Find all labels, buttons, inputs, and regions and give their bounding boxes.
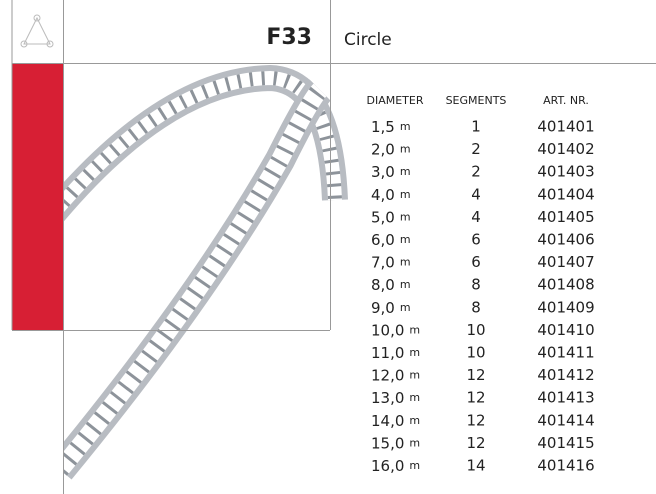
truss-image (64, 64, 348, 480)
segments: 12 (466, 434, 485, 452)
article-number: 401404 (537, 185, 594, 203)
unit: m (400, 278, 411, 291)
unit: m (409, 459, 420, 472)
segments: 12 (466, 389, 485, 407)
article-number: 401415 (537, 434, 594, 452)
unit: m (400, 165, 411, 178)
diameter-value: 15,0 (371, 434, 404, 452)
unit: m (409, 323, 420, 336)
diameter-value: 13,0 (371, 389, 404, 407)
unit: m (409, 436, 420, 449)
frame-lines (11, 0, 656, 494)
article-number: 401406 (537, 231, 594, 249)
red-bar (12, 64, 63, 330)
unit: m (409, 369, 420, 382)
diameter: 8,0 m (371, 276, 411, 294)
segments: 6 (471, 231, 481, 249)
diameter: 5,0 m (371, 208, 411, 226)
unit: m (400, 301, 411, 314)
segments: 8 (471, 276, 481, 294)
diameter-value: 2,0 (371, 140, 395, 158)
diameter: 14,0 m (371, 411, 420, 429)
article-number: 401410 (537, 321, 594, 339)
diameter: 2,0 m (371, 140, 411, 158)
diameter: 12,0 m (371, 366, 420, 384)
diameter: 4,0 m (371, 185, 411, 203)
diameter: 1,5 m (371, 118, 411, 136)
segments: 12 (466, 411, 485, 429)
product-name: Circle (344, 30, 392, 50)
unit: m (400, 233, 411, 246)
diameter-value: 7,0 (371, 253, 395, 271)
unit: m (400, 188, 411, 201)
unit: m (400, 256, 411, 269)
article-number: 401405 (537, 208, 594, 226)
segments: 10 (466, 321, 485, 339)
segments: 1 (471, 118, 481, 136)
diameter-value: 5,0 (371, 208, 395, 226)
diameter-value: 12,0 (371, 366, 404, 384)
diameter-value: 9,0 (371, 298, 395, 316)
unit: m (400, 143, 411, 156)
article-number: 401402 (537, 140, 594, 158)
unit: m (409, 346, 420, 359)
truss-icon (20, 14, 54, 48)
diameter-value: 4,0 (371, 185, 395, 203)
diameter: 3,0 m (371, 163, 411, 181)
article-number: 401403 (537, 163, 594, 181)
segments: 4 (471, 208, 481, 226)
diameter-value: 14,0 (371, 411, 404, 429)
diameter: 13,0 m (371, 389, 420, 407)
unit: m (409, 391, 420, 404)
segments: 6 (471, 253, 481, 271)
article-number: 401408 (537, 276, 594, 294)
column-header: DIAMETER (367, 94, 424, 107)
segments: 4 (471, 185, 481, 203)
diameter-value: 1,5 (371, 118, 395, 136)
diameter: 11,0 m (371, 344, 420, 362)
diameter: 10,0 m (371, 321, 420, 339)
diameter: 9,0 m (371, 298, 411, 316)
diameter-value: 16,0 (371, 457, 404, 475)
article-number: 401412 (537, 366, 594, 384)
diameter: 7,0 m (371, 253, 411, 271)
product-code: F33 (266, 25, 312, 50)
diameter-value: 6,0 (371, 231, 395, 249)
segments: 12 (466, 366, 485, 384)
diameter-value: 3,0 (371, 163, 395, 181)
article-number: 401401 (537, 118, 594, 136)
article-number: 401414 (537, 411, 594, 429)
diameter-value: 10,0 (371, 321, 404, 339)
article-number: 401409 (537, 298, 594, 316)
diameter-value: 11,0 (371, 344, 404, 362)
diameter-value: 8,0 (371, 276, 395, 294)
unit: m (409, 414, 420, 427)
diameter: 16,0 m (371, 457, 420, 475)
unit: m (400, 120, 411, 133)
diameter: 6,0 m (371, 231, 411, 249)
unit: m (400, 210, 411, 223)
segments: 8 (471, 298, 481, 316)
article-number: 401416 (537, 457, 594, 475)
segments: 10 (466, 344, 485, 362)
segments: 2 (471, 163, 481, 181)
diameter: 15,0 m (371, 434, 420, 452)
segments: 2 (471, 140, 481, 158)
column-header: ART. NR. (543, 94, 589, 107)
column-header: SEGMENTS (446, 94, 507, 107)
article-number: 401411 (537, 344, 594, 362)
article-number: 401407 (537, 253, 594, 271)
segments: 14 (466, 457, 485, 475)
article-number: 401413 (537, 389, 594, 407)
